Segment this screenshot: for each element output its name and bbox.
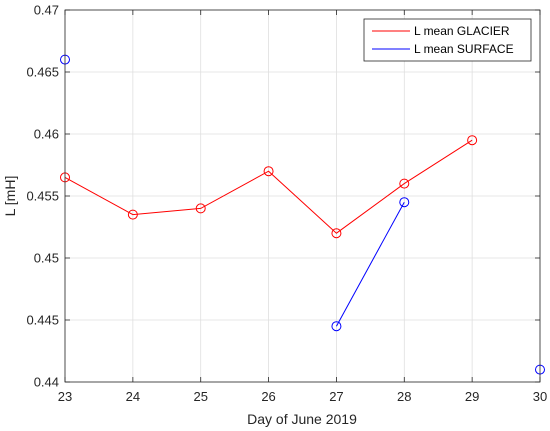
legend-box [363,18,532,62]
y-tick-labels: 0.44 0.445 0.45 0.455 0.46 0.465 0.47 [26,3,59,390]
y-tick-label: 0.47 [34,3,59,18]
x-tick-label: 25 [193,389,207,404]
data-point [399,178,410,189]
legend-label-surface: L mean SURFACE [414,42,514,56]
data-point [467,135,478,146]
data-point [331,321,342,332]
y-tick-label: 0.445 [26,313,59,328]
y-tick-label: 0.455 [26,189,59,204]
x-tick-label: 27 [329,389,343,404]
x-tick-label: 24 [126,389,140,404]
y-tick-label: 0.46 [34,127,59,142]
y-tick-label: 0.465 [26,65,59,80]
x-tick-label: 28 [397,389,411,404]
x-tick-label: 30 [533,389,547,404]
series-line [64,139,473,234]
y-axis-label: L [mH] [2,176,18,217]
data-point [399,197,410,208]
axis-ticks [64,9,541,383]
x-tick-label: 29 [465,389,479,404]
x-tick-label: 23 [58,389,72,404]
data-point [195,203,206,214]
y-tick-label: 0.45 [34,251,59,266]
data-point [263,166,274,177]
x-tick-labels: 23 24 25 26 27 28 29 30 [58,389,547,404]
data-point [331,228,342,239]
series-line [335,201,405,327]
legend: L mean GLACIER L mean SURFACE [363,18,532,62]
legend-label-glacier: L mean GLACIER [414,24,510,38]
x-tick-label: 26 [261,389,275,404]
y-tick-label: 0.44 [34,375,59,390]
data-point [127,209,138,220]
x-axis-label: Day of June 2019 [247,411,357,427]
